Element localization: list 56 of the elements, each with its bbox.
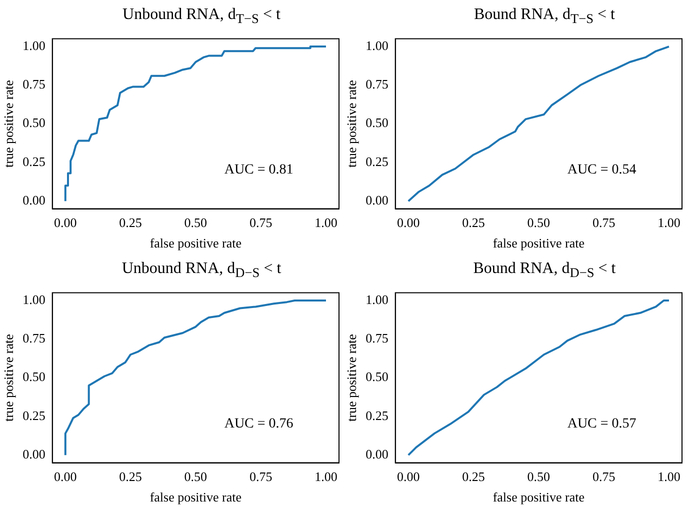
y-tick-label: 0.25 — [22, 408, 46, 423]
y-tick-label: 0.50 — [22, 115, 46, 130]
y-tick-label: 1.00 — [366, 38, 388, 53]
y-axis-title: true positive rate — [344, 334, 360, 422]
chart-title: Bound RNA, d$_{D−S}$ < t — [472, 260, 617, 282]
x-axis-title: false positive rate — [150, 490, 242, 505]
x-tick-label: 1.00 — [658, 215, 680, 230]
annotation: AUC = 0.76 — [224, 416, 294, 432]
annotation: AUC = 0.81 — [224, 162, 294, 178]
y-tick-label: 0.00 — [22, 446, 46, 462]
x-tick-label: 1.00 — [658, 469, 680, 484]
y-tick-label: 0.50 — [366, 369, 388, 384]
x-tick-label: 0.25 — [119, 469, 142, 484]
x-tick-label: 0.75 — [249, 469, 272, 484]
y-tick-label: 0.75 — [22, 330, 46, 346]
x-tick-label: 0.50 — [184, 215, 208, 230]
annotation: AUC = 0.54 — [567, 162, 636, 178]
y-tick-label: 0.00 — [366, 446, 388, 462]
y-axis-title: true positive rate — [1, 334, 16, 422]
y-tick-label: 0.25 — [366, 408, 388, 423]
x-tick-label: 0.50 — [527, 215, 550, 230]
y-tick-label: 0.75 — [22, 76, 46, 92]
x-axis-title: false positive rate — [492, 490, 585, 505]
x-tick-label: 1.00 — [314, 469, 338, 484]
y-tick-label: 0.75 — [366, 76, 388, 92]
y-tick-label: 0.00 — [22, 192, 46, 208]
x-tick-label: 0.25 — [462, 469, 485, 484]
y-axis-title: true positive rate — [1, 80, 16, 168]
x-axis-title: false positive rate — [150, 236, 242, 251]
x-tick-label: 0.75 — [249, 215, 272, 230]
y-tick-label: 0.25 — [22, 154, 46, 169]
annotation: AUC = 0.57 — [567, 416, 636, 432]
y-axis-title: true positive rate — [344, 80, 360, 168]
x-tick-label: 1.00 — [314, 215, 338, 230]
x-axis-title: false positive rate — [492, 236, 585, 251]
y-tick-label: 0.00 — [366, 192, 388, 208]
y-tick-label: 1.00 — [366, 292, 388, 307]
y-tick-label: 0.25 — [366, 154, 388, 169]
y-tick-label: 0.50 — [22, 369, 46, 384]
x-tick-label: 0.00 — [397, 469, 420, 484]
x-tick-label: 0.25 — [462, 215, 485, 230]
x-tick-label: 0.00 — [54, 215, 77, 230]
x-tick-label: 0.75 — [592, 215, 616, 230]
x-tick-label: 0.75 — [592, 469, 616, 484]
x-tick-label: 0.50 — [527, 469, 550, 484]
y-tick-label: 0.50 — [366, 115, 388, 130]
y-tick-label: 1.00 — [22, 292, 46, 307]
chart-title: Unbound RNA, d$_{T−S}$ < t — [122, 6, 282, 28]
y-tick-label: 1.00 — [22, 38, 46, 53]
chart-title: Bound RNA, d$_{T−S}$ < t — [473, 6, 616, 28]
x-tick-label: 0.25 — [119, 215, 142, 230]
chart-title: Unbound RNA, d$_{D−S}$ < t — [120, 260, 282, 282]
x-tick-label: 0.00 — [397, 215, 420, 230]
x-tick-label: 0.00 — [54, 469, 77, 484]
y-tick-label: 0.75 — [366, 330, 388, 346]
x-tick-label: 0.50 — [184, 469, 208, 484]
